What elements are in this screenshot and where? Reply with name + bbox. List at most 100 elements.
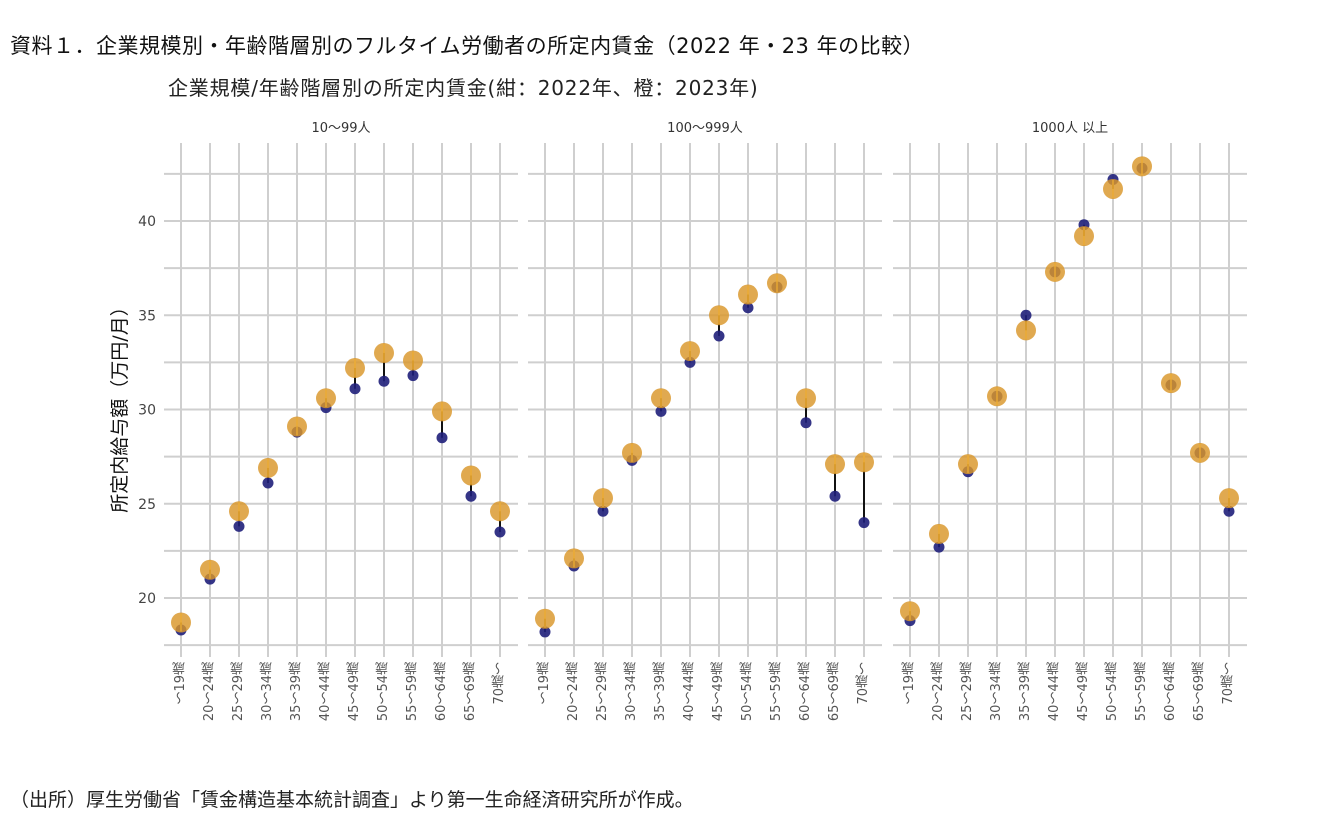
- x-tick-label: 30〜34歳: [624, 662, 639, 722]
- x-tick-label: 70歳〜: [492, 662, 507, 705]
- x-tick-label: 25〜29歳: [595, 662, 610, 722]
- x-tick-label: 40〜44歳: [318, 662, 333, 722]
- x-tick-label-wrap: 20〜24歳: [202, 662, 218, 782]
- y-axis-label: 所定内給与額（万円/月）: [109, 297, 131, 512]
- x-tick-label: 70歳〜: [1221, 662, 1236, 705]
- x-tick-label-wrap: 30〜34歳: [989, 662, 1005, 782]
- x-tick-label-wrap: 60〜64歳: [1163, 662, 1179, 782]
- x-tick-label-wrap: 30〜34歳: [624, 662, 640, 782]
- x-tick-label-wrap: 〜19歳: [902, 662, 918, 782]
- point-2022: [742, 302, 754, 314]
- x-tick-label: 60〜64歳: [1163, 662, 1178, 722]
- facet-panel: 10〜99人: [164, 121, 518, 657]
- x-tick-label-wrap: 30〜34歳: [260, 662, 276, 782]
- point-2022: [233, 520, 245, 532]
- x-tick-label-wrap: 65〜69歳: [827, 662, 843, 782]
- x-tick-label: 70歳〜: [856, 662, 871, 705]
- x-tick-label: 65〜69歳: [463, 662, 478, 722]
- x-tick-label-wrap: 35〜39歳: [1018, 662, 1034, 782]
- x-tick-label-wrap: 45〜49歳: [1076, 662, 1092, 782]
- point-2022: [858, 517, 870, 529]
- x-tick-label-wrap: 20〜24歳: [566, 662, 582, 782]
- point-2022: [349, 383, 361, 395]
- facet-label: 100〜999人: [667, 121, 743, 136]
- x-tick-label: 35〜39歳: [289, 662, 304, 722]
- x-tick-label: 60〜64歳: [434, 662, 449, 722]
- point-2022: [1020, 309, 1032, 321]
- y-axis-ticks: 20 25 30 35 40: [138, 214, 156, 607]
- x-tick-label-wrap: 45〜49歳: [711, 662, 727, 782]
- x-tick-label: 25〜29歳: [231, 662, 246, 722]
- facet-panel: 1000人 以上: [893, 121, 1247, 657]
- x-tick-label-wrap: 60〜64歳: [434, 662, 450, 782]
- x-tick-label: 30〜34歳: [989, 662, 1004, 722]
- point-2022: [800, 417, 812, 429]
- x-tick-label-wrap: 40〜44歳: [318, 662, 334, 782]
- x-tick-label: 40〜44歳: [682, 662, 697, 722]
- x-tick-label: 25〜29歳: [960, 662, 975, 722]
- x-tick-label-wrap: 20〜24歳: [931, 662, 947, 782]
- x-tick-label-wrap: 40〜44歳: [682, 662, 698, 782]
- x-tick-label: 20〜24歳: [566, 662, 581, 722]
- x-tick-label: 35〜39歳: [653, 662, 668, 722]
- x-tick-label-wrap: 25〜29歳: [960, 662, 976, 782]
- main-title: 資料１．企業規模別・年齢階層別のフルタイム労働者の所定内賃金（2022 年・23…: [10, 34, 925, 58]
- x-tick-label: 55〜59歳: [405, 662, 420, 722]
- x-tick-label: 〜19歳: [173, 662, 188, 705]
- point-2022: [407, 370, 419, 382]
- x-tick-label-wrap: 25〜29歳: [595, 662, 611, 782]
- x-tick-label: 20〜24歳: [931, 662, 946, 722]
- x-tick-label-wrap: 45〜49歳: [347, 662, 363, 782]
- x-tick-label-wrap: 65〜69歳: [1192, 662, 1208, 782]
- x-tick-label: 30〜34歳: [260, 662, 275, 722]
- point-2022: [933, 541, 945, 553]
- x-tick-label: 65〜69歳: [1192, 662, 1207, 722]
- x-tick-label: 35〜39歳: [1018, 662, 1033, 722]
- chart-title: 企業規模/年齢階層別の所定内賃金(紺：2022年、橙：2023年): [168, 76, 759, 100]
- x-tick-label-wrap: 65〜69歳: [463, 662, 479, 782]
- point-2022: [465, 490, 477, 502]
- x-tick-label-wrap: 55〜59歳: [769, 662, 785, 782]
- y-tick-label: 40: [138, 214, 156, 230]
- x-tick-label: 45〜49歳: [711, 662, 726, 722]
- point-2022: [378, 375, 390, 387]
- x-tick-label-wrap: 70歳〜: [1221, 662, 1237, 782]
- facet-label: 10〜99人: [311, 121, 370, 136]
- x-tick-label-wrap: 25〜29歳: [231, 662, 247, 782]
- x-tick-label-wrap: 55〜59歳: [405, 662, 421, 782]
- x-tick-label: 50〜54歳: [1105, 662, 1120, 722]
- point-2022: [655, 405, 667, 417]
- y-tick-label: 20: [138, 591, 156, 607]
- x-tick-label: 60〜64歳: [798, 662, 813, 722]
- facets: 10〜99人 100〜999人 1000人 以上: [164, 121, 1247, 657]
- x-tick-label-wrap: 55〜59歳: [1134, 662, 1150, 782]
- source-note: （出所）厚生労働省「賃金構造基本統計調査」より第一生命経済研究所が作成。: [10, 789, 694, 811]
- x-tick-label: 65〜69歳: [827, 662, 842, 722]
- x-tick-label-wrap: 40〜44歳: [1047, 662, 1063, 782]
- x-tick-label: 55〜59歳: [1134, 662, 1149, 722]
- x-tick-label-wrap: 35〜39歳: [289, 662, 305, 782]
- point-2022: [262, 477, 274, 489]
- x-tick-label-wrap: 50〜54歳: [740, 662, 756, 782]
- x-tick-label-wrap: 〜19歳: [537, 662, 553, 782]
- facet-panel: 100〜999人: [528, 121, 882, 657]
- x-tick-label-wrap: 60〜64歳: [798, 662, 814, 782]
- x-tick-label-wrap: 〜19歳: [173, 662, 189, 782]
- x-tick-label-wrap: 70歳〜: [492, 662, 508, 782]
- point-2022: [1223, 505, 1235, 517]
- x-tick-label: 40〜44歳: [1047, 662, 1062, 722]
- point-2022: [597, 505, 609, 517]
- x-tick-label: 55〜59歳: [769, 662, 784, 722]
- point-2022: [494, 526, 506, 538]
- y-tick-label: 25: [138, 497, 156, 513]
- x-tick-label: 〜19歳: [902, 662, 917, 705]
- x-tick-label: 〜19歳: [537, 662, 552, 705]
- x-tick-label-wrap: 50〜54歳: [1105, 662, 1121, 782]
- y-tick-label: 35: [138, 308, 156, 324]
- x-tick-label: 20〜24歳: [202, 662, 217, 722]
- x-tick-label-wrap: 70歳〜: [856, 662, 872, 782]
- point-2022: [436, 432, 448, 444]
- facet-label: 1000人 以上: [1032, 121, 1108, 136]
- point-2022: [539, 626, 551, 638]
